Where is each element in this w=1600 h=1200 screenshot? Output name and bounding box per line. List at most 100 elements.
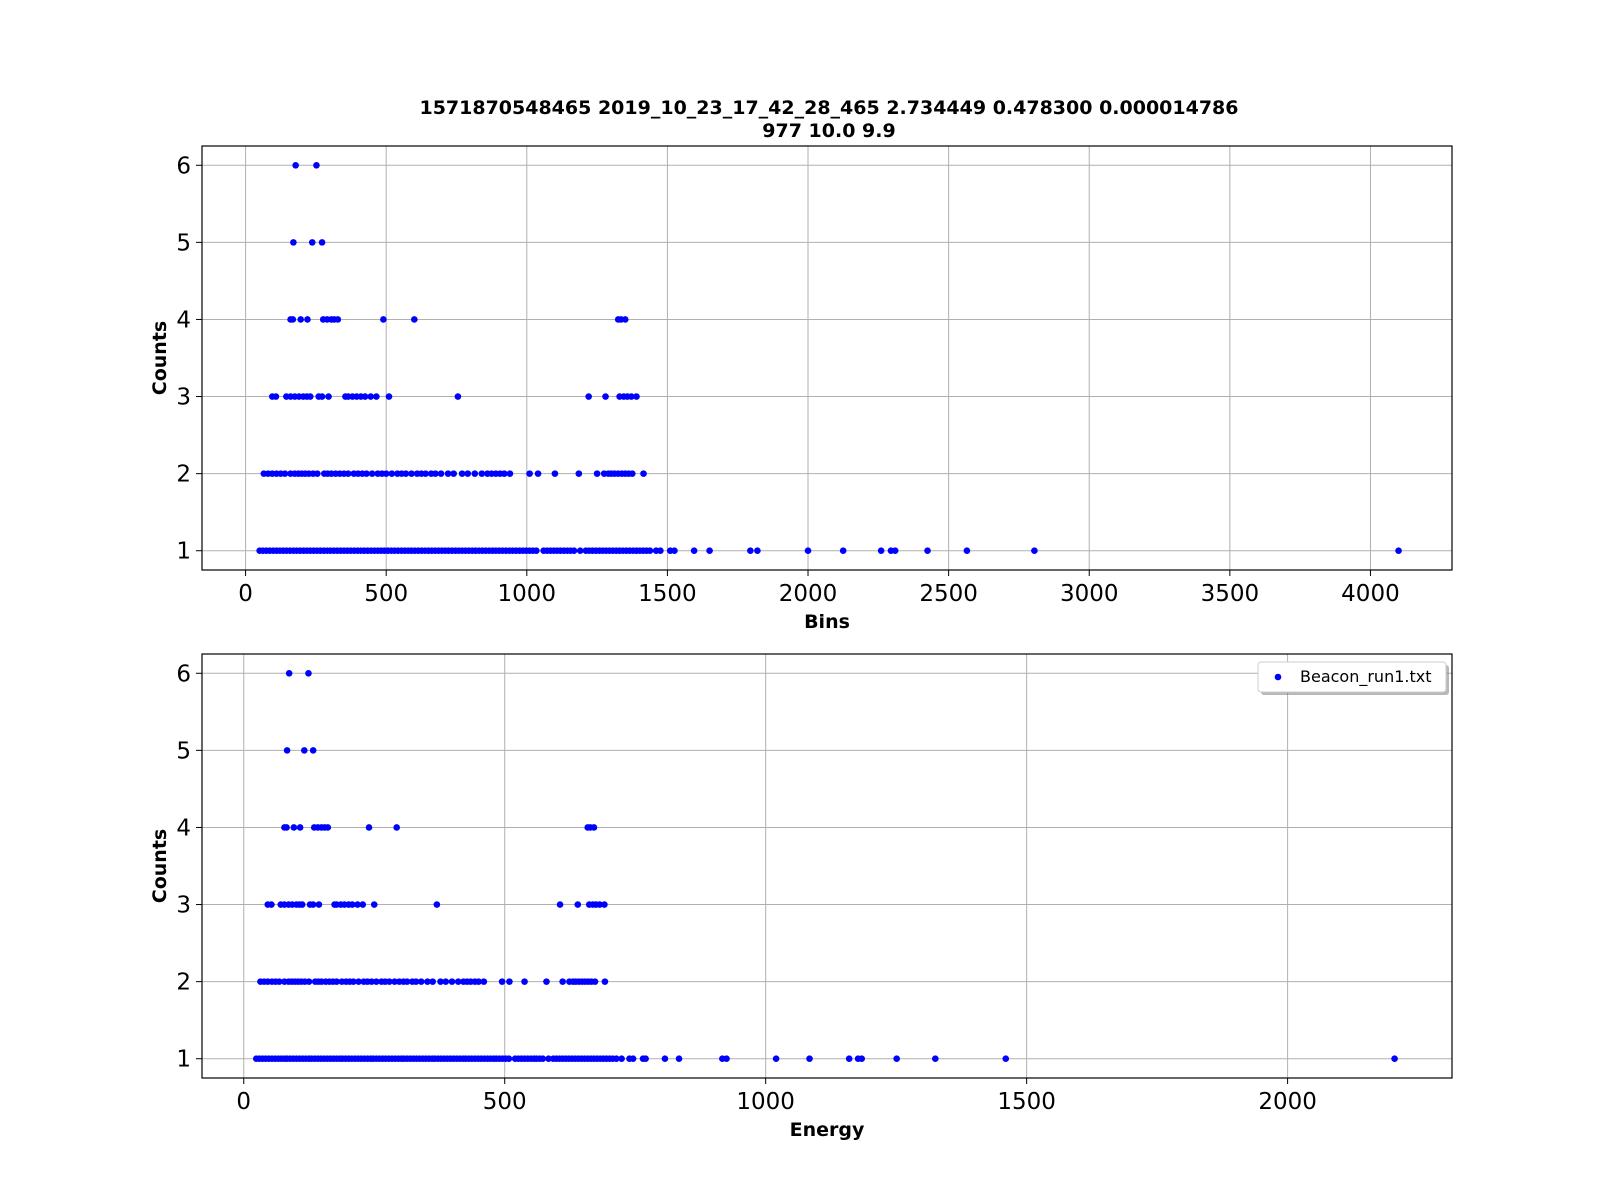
data-point xyxy=(382,470,390,477)
data-point xyxy=(373,393,380,400)
data-point xyxy=(444,470,452,477)
data-point xyxy=(283,747,291,754)
data-point xyxy=(723,1055,730,1063)
energy-scatter-plot: 0 500 1000 1500 2000 1 2 3 4 5 6 Energy Counts Beacon… xyxy=(149,653,1453,1141)
data-point xyxy=(551,470,559,477)
data-point xyxy=(290,239,297,246)
figure-title-line-1: 1571870548465 2019_10_23_17_42_28_465 2.… xyxy=(419,97,1238,119)
data-point xyxy=(385,393,393,400)
data-point xyxy=(706,547,713,555)
data-point xyxy=(448,978,456,985)
data-point xyxy=(806,1055,813,1063)
data-point xyxy=(629,1055,637,1063)
data-point xyxy=(365,824,373,831)
data-point xyxy=(334,316,342,323)
data-point xyxy=(556,901,564,908)
y-tick-label: 2 xyxy=(176,970,191,996)
legend: Beacon_run1.txt xyxy=(1257,661,1449,695)
x-tick-label: 500 xyxy=(364,581,408,607)
data-point xyxy=(559,978,566,985)
data-point xyxy=(480,978,488,985)
data-point xyxy=(924,547,931,555)
data-point xyxy=(424,978,431,985)
data-point xyxy=(621,316,629,323)
data-point xyxy=(596,901,604,908)
data-point xyxy=(601,978,609,985)
data-point xyxy=(671,547,678,555)
y-axis-label: Counts xyxy=(149,321,171,395)
data-point xyxy=(429,978,436,985)
data-point xyxy=(471,470,479,477)
data-point xyxy=(478,470,486,477)
data-point xyxy=(283,824,290,831)
data-point xyxy=(747,547,754,555)
data-point xyxy=(804,547,812,555)
data-point xyxy=(324,824,332,831)
data-point xyxy=(675,1055,683,1063)
y-tick-label: 2 xyxy=(176,462,191,488)
data-point xyxy=(402,470,410,477)
data-point xyxy=(437,470,445,477)
data-point xyxy=(268,901,275,908)
data-point xyxy=(308,239,316,246)
data-point xyxy=(591,978,599,985)
y-tick-label: 5 xyxy=(176,738,191,764)
x-axis-label: Bins xyxy=(804,611,850,633)
data-point xyxy=(570,547,578,555)
data-point xyxy=(412,978,420,985)
data-point xyxy=(333,978,340,985)
data-point xyxy=(475,978,482,985)
figure-title-line-2: 977 10.0 9.9 xyxy=(762,120,895,142)
data-point xyxy=(380,316,387,323)
data-point xyxy=(361,393,369,400)
data-point xyxy=(363,470,370,477)
data-point xyxy=(602,393,609,400)
data-point xyxy=(633,393,640,400)
data-point xyxy=(290,824,298,831)
data-point xyxy=(305,978,313,985)
data-point xyxy=(498,978,506,985)
data-point xyxy=(891,547,899,555)
data-point xyxy=(285,669,293,677)
data-point xyxy=(433,901,441,908)
data-point xyxy=(575,470,583,477)
data-point xyxy=(613,1055,620,1063)
y-tick-label: 5 xyxy=(176,230,191,256)
data-point xyxy=(391,978,398,985)
data-point xyxy=(1031,547,1038,555)
data-point xyxy=(370,901,378,908)
data-point xyxy=(877,547,885,555)
data-point xyxy=(754,547,761,555)
data-point xyxy=(533,547,540,555)
data-point xyxy=(393,824,400,831)
data-point xyxy=(506,978,513,985)
legend-entry-label: Beacon_run1.txt xyxy=(1300,667,1432,687)
data-point xyxy=(454,393,462,400)
data-point xyxy=(640,470,647,477)
data-point xyxy=(545,1055,552,1063)
data-point xyxy=(373,978,380,985)
data-point xyxy=(408,470,415,477)
data-point xyxy=(313,470,321,477)
data-point xyxy=(628,393,635,400)
data-point xyxy=(690,547,698,555)
data-point xyxy=(521,978,528,985)
data-point xyxy=(368,470,376,477)
x-tick-label: 4000 xyxy=(1341,581,1400,607)
data-point xyxy=(501,470,508,477)
y-tick-label: 3 xyxy=(176,385,191,411)
data-point xyxy=(298,901,306,908)
data-point xyxy=(858,1055,866,1063)
data-point xyxy=(506,470,514,477)
y-tick-label: 4 xyxy=(176,307,191,333)
data-point xyxy=(432,470,439,477)
x-tick-label: 3000 xyxy=(1060,581,1119,607)
data-point xyxy=(931,1055,939,1063)
y-tick-label: 6 xyxy=(176,661,191,687)
data-point xyxy=(289,316,297,323)
x-tick-label: 1500 xyxy=(997,1089,1056,1115)
data-point xyxy=(893,1055,900,1063)
data-point xyxy=(411,316,418,323)
